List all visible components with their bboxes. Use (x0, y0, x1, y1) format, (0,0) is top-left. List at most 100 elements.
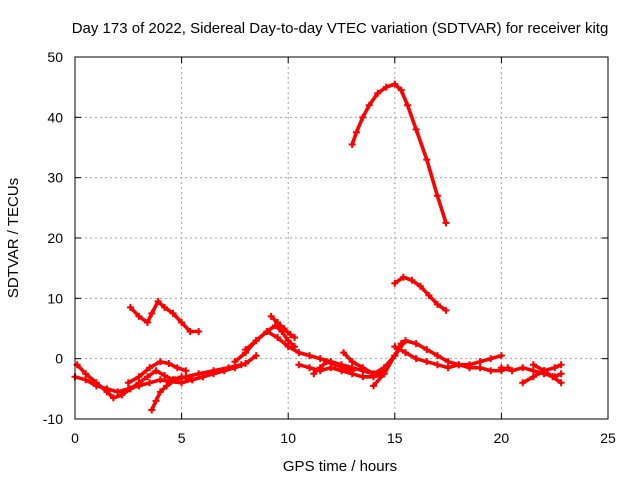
data-point (274, 334, 282, 342)
data-point (397, 86, 405, 94)
data-point (225, 364, 233, 372)
series-arc-10 (310, 358, 356, 378)
data-point (284, 343, 292, 351)
data-point (348, 358, 356, 366)
data-point (408, 276, 416, 284)
y-axis-label: SDTVAR / TECUs (5, 178, 22, 298)
data-point (135, 312, 143, 320)
data-point (455, 361, 463, 369)
data-point (186, 328, 194, 336)
data-point (163, 382, 171, 390)
y-tick-label: 10 (47, 290, 63, 306)
series-arc-2 (71, 373, 207, 396)
data-point (529, 373, 537, 381)
series-arc-1 (73, 352, 260, 402)
series-arc-3 (126, 297, 203, 336)
data-point (391, 279, 399, 287)
data-point (323, 358, 331, 366)
data-point (529, 361, 537, 369)
data-point (365, 101, 373, 109)
data-point (171, 376, 179, 384)
data-point (519, 379, 527, 387)
data-point (126, 303, 134, 311)
data-point (310, 370, 318, 378)
series-line (531, 362, 563, 385)
data-point (557, 370, 565, 378)
series-line (150, 362, 244, 412)
data-point (252, 337, 260, 345)
data-point (242, 359, 250, 367)
x-tick-label: 10 (280, 430, 296, 446)
series-arc-5 (124, 358, 190, 387)
data-point (412, 355, 420, 363)
series-line (128, 299, 201, 334)
data-point (286, 331, 294, 339)
data-point (359, 113, 367, 121)
data-point (173, 364, 181, 372)
data-point (359, 364, 367, 372)
data-point (425, 291, 433, 299)
data-point (178, 318, 186, 326)
data-point (143, 318, 151, 326)
data-point (348, 367, 356, 375)
data-point (109, 394, 117, 402)
data-point (391, 80, 399, 88)
data-point (135, 382, 143, 390)
data-point (476, 358, 484, 366)
data-point (161, 372, 169, 380)
x-tick-label: 5 (178, 430, 186, 446)
data-point (508, 367, 516, 375)
data-point (274, 318, 282, 326)
data-point (295, 349, 303, 357)
data-point (143, 373, 151, 381)
y-tick-label: -10 (43, 411, 63, 427)
data-point (146, 379, 154, 387)
series-arc-13 (391, 343, 512, 375)
data-point (416, 282, 424, 290)
grid-lines (75, 57, 608, 419)
data-point (182, 367, 190, 375)
data-point (423, 156, 431, 164)
data-point (82, 370, 90, 378)
data-point (557, 379, 565, 387)
data-point (103, 385, 111, 393)
data-point (306, 364, 314, 372)
data-point (114, 388, 122, 396)
data-point (391, 343, 399, 351)
data-point (152, 367, 160, 375)
data-point (263, 328, 271, 336)
data-point (412, 125, 420, 133)
data-point (551, 364, 559, 372)
data-point (433, 300, 441, 308)
data-point (519, 364, 527, 372)
data-point (242, 346, 250, 354)
data-point (156, 388, 164, 396)
data-point (423, 358, 431, 366)
data-point (306, 352, 314, 360)
x-tick-label: 0 (71, 430, 79, 446)
data-point (374, 89, 382, 97)
data-point (487, 367, 495, 375)
x-axis-label: GPS time / hours (283, 458, 397, 475)
series-arc-18 (529, 361, 565, 387)
data-point (369, 382, 377, 390)
series-arc-15 (391, 273, 450, 314)
data-point (156, 376, 164, 384)
data-point (284, 337, 292, 345)
data-point (124, 385, 132, 393)
data-point (92, 382, 100, 390)
data-point (295, 361, 303, 369)
data-point (399, 273, 407, 281)
y-tick-label: 30 (47, 170, 63, 186)
x-tick-label: 20 (494, 430, 510, 446)
data-point (497, 352, 505, 360)
x-tick-labels: 0 5 10 15 20 25 (71, 430, 616, 446)
data-point (401, 337, 409, 345)
data-point (352, 128, 360, 136)
data-point (465, 364, 473, 372)
data-point (316, 364, 324, 372)
data-point (442, 219, 450, 227)
data-point (348, 140, 356, 148)
chart-title: Day 173 of 2022, Sidereal Day-to-day VTE… (72, 20, 609, 37)
